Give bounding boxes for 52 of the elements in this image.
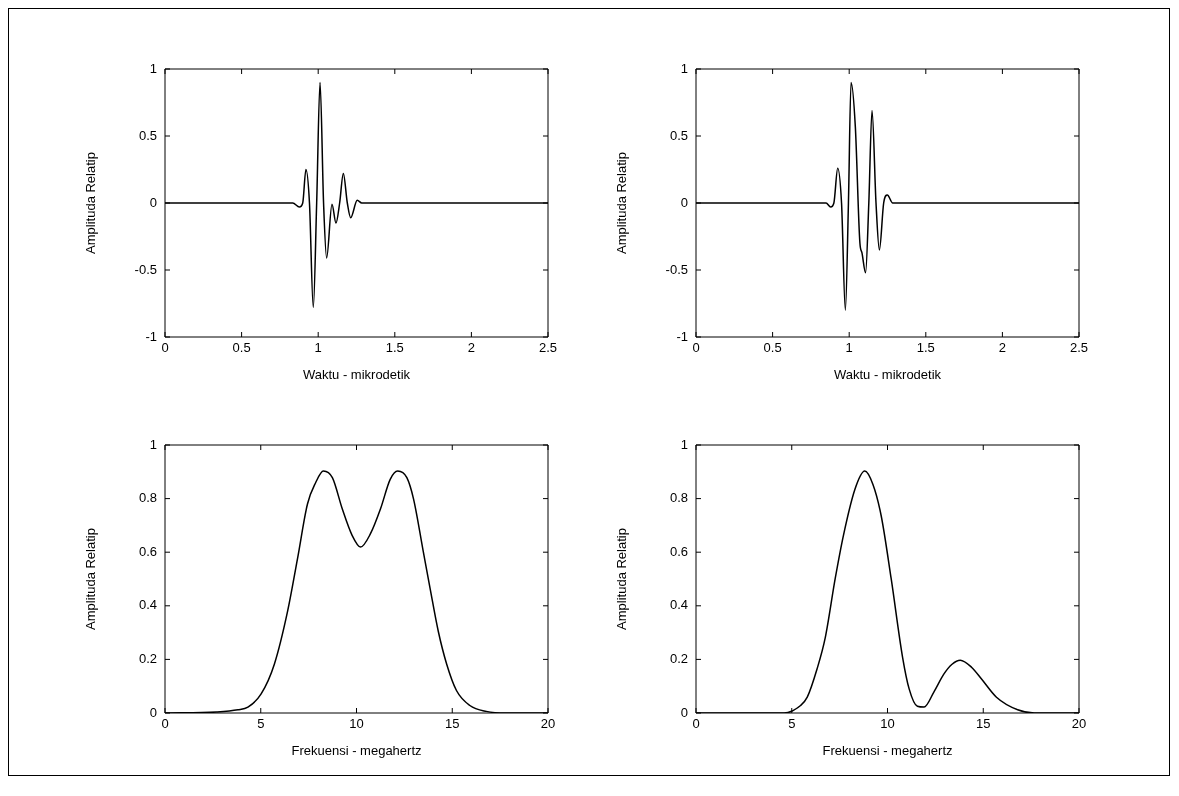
y-axis-title: Amplituda Relatip <box>83 152 99 254</box>
x-axis-title: Frekuensi - megahertz <box>291 742 422 758</box>
y-tick-label: -1 <box>676 328 688 344</box>
x-tick-label: 1.5 <box>916 340 935 356</box>
y-axis-title: Amplituda Relatip <box>614 152 630 254</box>
y-tick-label: -0.5 <box>134 261 157 277</box>
x-tick-label: 1.5 <box>385 340 404 356</box>
x-tick-label: 10 <box>349 716 364 732</box>
x-tick-label: 10 <box>880 716 895 732</box>
y-tick-label: 1 <box>680 60 688 76</box>
x-tick-label: 1 <box>845 340 853 356</box>
y-tick-label: 0 <box>149 194 157 210</box>
x-tick-label: 2.5 <box>1069 340 1089 356</box>
x-tick-label: 0 <box>161 716 169 732</box>
y-tick-label: 0.5 <box>138 127 157 143</box>
y-tick-label: 0 <box>680 194 688 210</box>
y-tick-label: 0.6 <box>138 543 157 559</box>
x-axis-title: Waktu - mikrodetik <box>302 366 411 382</box>
y-tick-label: -0.5 <box>665 261 688 277</box>
x-tick-label: 0.5 <box>232 340 251 356</box>
y-tick-label: 1 <box>149 60 157 76</box>
x-tick-label: 1 <box>314 340 322 356</box>
y-tick-label: 0.8 <box>138 490 157 506</box>
x-tick-label: 0 <box>161 340 169 356</box>
y-tick-label: 1 <box>149 436 157 452</box>
x-tick-label: 15 <box>445 716 460 732</box>
x-tick-label: 5 <box>257 716 265 732</box>
y-tick-label: 0 <box>680 704 688 720</box>
x-tick-label: 5 <box>788 716 796 732</box>
y-tick-label: 0.4 <box>669 597 688 613</box>
x-axis-title: Waktu - mikrodetik <box>833 366 942 382</box>
x-tick-label: 20 <box>1071 716 1087 732</box>
x-tick-label: 0.5 <box>763 340 782 356</box>
y-tick-label: 0.8 <box>669 490 688 506</box>
y-tick-label: 0.4 <box>138 597 157 613</box>
x-axis-title: Frekuensi - megahertz <box>822 742 953 758</box>
x-tick-label: 20 <box>540 716 556 732</box>
y-axis-title: Amplituda Relatip <box>83 528 99 630</box>
y-tick-label: 0.6 <box>669 543 688 559</box>
y-tick-label: -1 <box>145 328 157 344</box>
x-tick-label: 15 <box>976 716 991 732</box>
y-axis-title: Amplituda Relatip <box>614 528 630 630</box>
y-tick-label: 1 <box>680 436 688 452</box>
y-tick-label: 0.2 <box>138 650 157 666</box>
y-tick-label: 0.5 <box>669 127 688 143</box>
x-tick-label: 2.5 <box>538 340 558 356</box>
y-tick-label: 0 <box>149 704 157 720</box>
x-tick-label: 0 <box>692 340 700 356</box>
x-tick-label: 2 <box>998 340 1007 356</box>
y-tick-label: 0.2 <box>669 650 688 666</box>
x-tick-label: 2 <box>467 340 476 356</box>
x-tick-label: 0 <box>692 716 700 732</box>
